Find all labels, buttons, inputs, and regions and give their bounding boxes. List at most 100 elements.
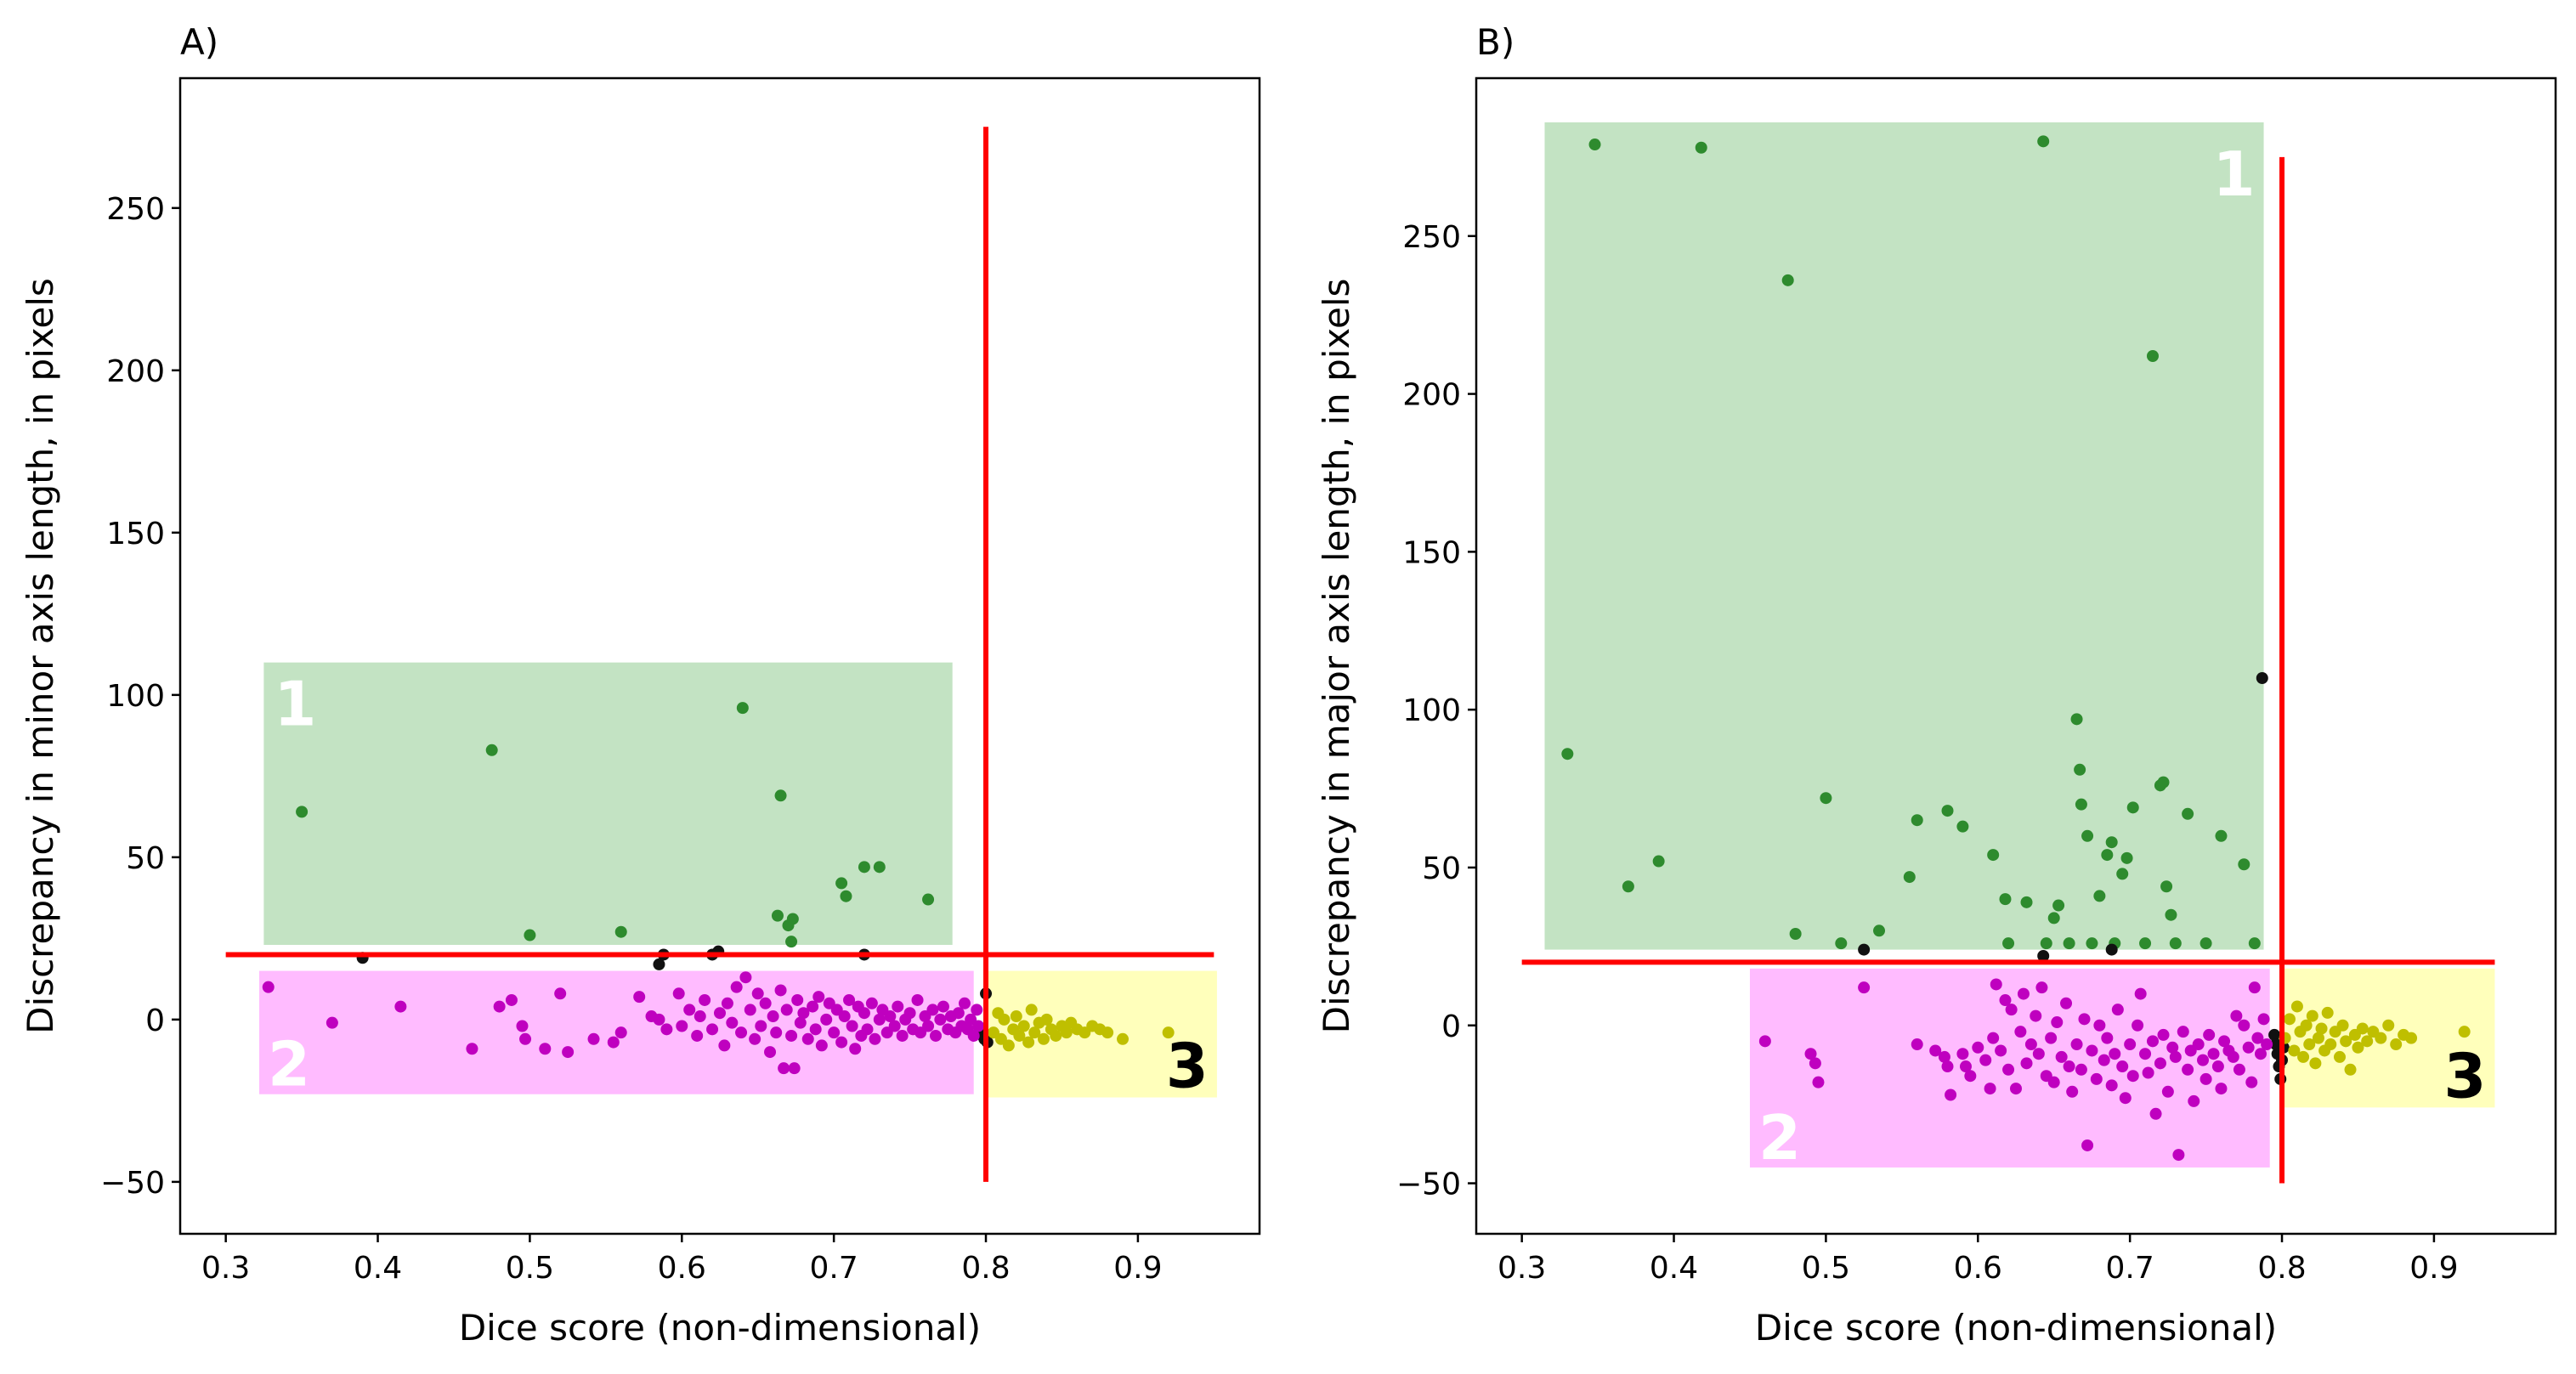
region-3-label: 3: [1166, 1031, 1209, 1102]
scatter-point: [1941, 805, 1954, 817]
scatter-point: [2063, 937, 2075, 950]
scatter-point: [394, 1000, 407, 1013]
scatter-point: [519, 1032, 532, 1045]
panel-b: 1 2 3 0.3 0.4 0.5 0.6 0.7 0.8 0.9 −50 0 50 100 150 200 2…: [1316, 21, 2557, 1349]
scatter-point: [2288, 1044, 2301, 1057]
scatter-point: [858, 861, 870, 874]
scatter-point: [2081, 829, 2094, 842]
scatter-point: [614, 925, 627, 938]
scatter-point: [660, 1023, 673, 1036]
scatter-point: [2146, 349, 2159, 362]
scatter-point: [2297, 1050, 2310, 1063]
scatter-point: [2242, 1041, 2255, 1054]
scatter-point: [838, 1010, 851, 1023]
scatter-point: [653, 1013, 665, 1026]
scatter-point: [2334, 1050, 2346, 1063]
y-tick-label: 100: [106, 679, 165, 714]
scatter-point: [2161, 1085, 2174, 1098]
scatter-point: [2139, 937, 2152, 950]
scatter-point: [911, 993, 924, 1006]
scatter-point: [1972, 1041, 1984, 1054]
scatter-point: [2336, 1019, 2349, 1032]
scatter-point: [1809, 1057, 1821, 1070]
scatter-point: [2070, 713, 2083, 726]
y-axis-label: Discrepancy in major axis length, in pix…: [1316, 279, 1357, 1034]
scatter-point: [815, 1039, 828, 1052]
scatter-point: [1652, 855, 1665, 868]
scatter-point: [774, 984, 787, 997]
scatter-point: [1622, 880, 1634, 893]
scatter-point: [516, 1020, 529, 1032]
scatter-point: [1781, 274, 1794, 286]
scatter-point: [1911, 814, 1923, 827]
scatter-point: [771, 909, 784, 922]
y-tick-label: −50: [1396, 1168, 1461, 1202]
scatter-point: [2116, 1060, 2129, 1073]
scatter-point: [2074, 763, 2086, 776]
scatter-point: [493, 1000, 506, 1013]
x-tick-label: 0.7: [810, 1251, 858, 1286]
scatter-point: [744, 1004, 756, 1016]
scatter-point: [785, 1029, 798, 1042]
x-tick-label: 0.8: [2257, 1251, 2306, 1286]
scatter-point: [888, 1020, 901, 1032]
scatter-point: [2105, 943, 2118, 956]
scatter-point: [1984, 1083, 1996, 1095]
scatter-point: [1820, 792, 1832, 805]
scatter-point: [683, 1004, 696, 1016]
scatter-point: [653, 958, 665, 970]
scatter-point: [633, 991, 646, 1004]
scatter-point: [2165, 908, 2177, 921]
x-axis-label: Dice score (non-dimensional): [459, 1307, 981, 1349]
scatter-point: [934, 1013, 947, 1026]
scatter-point: [2086, 937, 2098, 950]
scatter-point: [797, 1007, 810, 1020]
scatter-point: [2356, 1022, 2369, 1035]
scatter-point: [2300, 1019, 2313, 1032]
scatter-point: [1002, 1039, 1015, 1052]
y-tick-label: 200: [106, 354, 165, 389]
scatter-point: [764, 1046, 777, 1059]
scatter-point: [2303, 1038, 2316, 1051]
scatter-point: [2105, 1079, 2118, 1092]
x-tick-label: 0.9: [1113, 1251, 1162, 1286]
scatter-point: [2051, 1016, 2064, 1029]
scatter-point: [2230, 1009, 2243, 1022]
scatter-point: [751, 987, 764, 1000]
y-tick-label: 150: [106, 517, 165, 551]
scatter-point: [2120, 851, 2133, 864]
scatter-point: [922, 893, 935, 906]
x-tick-label: 0.5: [506, 1251, 554, 1286]
scatter-point: [2290, 1000, 2303, 1013]
panel-title: A): [180, 21, 218, 63]
scatter-point: [2037, 135, 2050, 148]
scatter-point: [672, 987, 685, 1000]
x-tick-label: 0.3: [1497, 1251, 1546, 1286]
scatter-point: [1999, 893, 2012, 906]
panel-a: 1 2 3 0.3 0.4 0.5 0.6 0.7 0.8 0.9 −50 0 50 100 150 200 2…: [20, 21, 1261, 1349]
scatter-point: [749, 1032, 761, 1045]
y-tick-label: 50: [126, 841, 165, 876]
scatter-point: [2101, 849, 2114, 862]
scatter-point: [730, 981, 743, 993]
scatter-point: [2098, 1054, 2110, 1066]
scatter-point: [562, 1046, 575, 1059]
scatter-point: [820, 1013, 833, 1026]
scatter-point: [1835, 937, 1848, 950]
scatter-point: [485, 744, 498, 756]
scatter-point: [2090, 1072, 2103, 1085]
scatter-point: [2081, 1139, 2094, 1151]
scatter-point: [2070, 1038, 2083, 1051]
scatter-point: [791, 993, 804, 1006]
scatter-point: [2197, 1054, 2210, 1066]
scatter-point: [2024, 1038, 2037, 1051]
scatter-point: [2203, 1028, 2216, 1041]
scatter-point: [2014, 1026, 2027, 1038]
scatter-point: [2078, 1013, 2091, 1026]
scatter-point: [998, 1013, 1011, 1026]
scatter-point: [1013, 1029, 1026, 1042]
scatter-point: [2257, 1013, 2270, 1026]
scatter-point: [1999, 994, 2012, 1007]
region-3-label: 3: [2443, 1040, 2486, 1111]
